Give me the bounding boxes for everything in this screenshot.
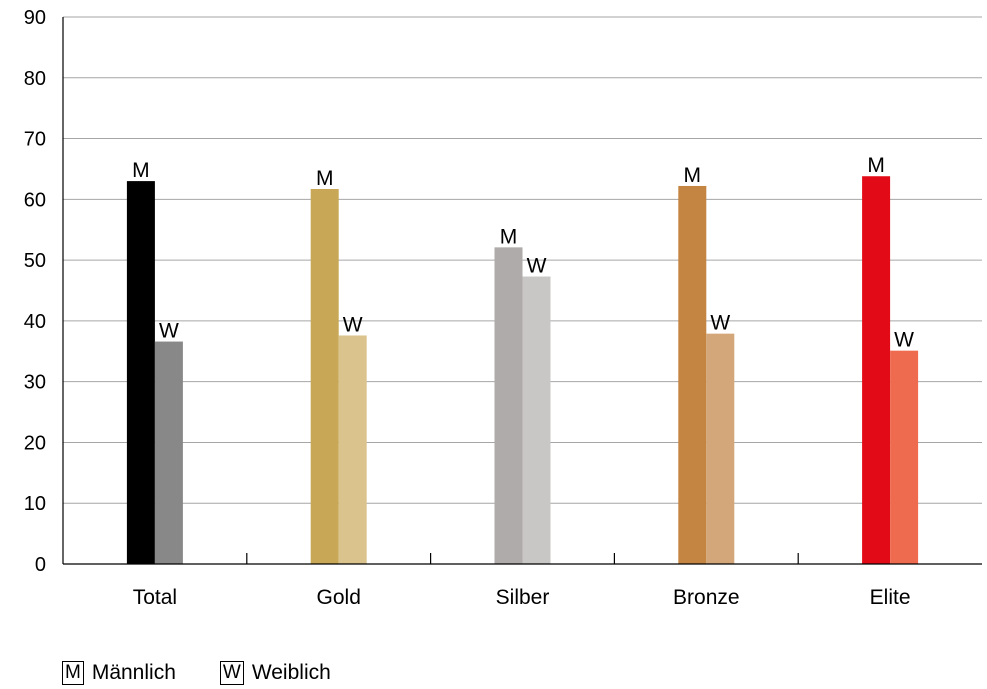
- category-label-total: Total: [133, 586, 177, 609]
- bar-label-elite-m: M: [867, 154, 885, 177]
- legend-key-m: M: [62, 661, 84, 685]
- bar-label-total-w: W: [159, 320, 179, 343]
- bar-label-gold-w: W: [343, 313, 363, 336]
- y-tick-label-60: 60: [24, 189, 46, 211]
- bar-elite-w: [890, 350, 919, 564]
- category-label-bronze: Bronze: [673, 586, 740, 609]
- x-axis-ticks: [246, 553, 799, 564]
- bar-silber-m: [494, 247, 523, 564]
- bar-silber-w: [522, 276, 551, 564]
- y-tick-label-10: 10: [24, 493, 46, 515]
- legend: M Männlich W Weiblich: [62, 658, 375, 688]
- y-tick-label-90: 90: [24, 7, 46, 29]
- bar-label-silber-w: W: [527, 255, 547, 278]
- bar-label-gold-m: M: [316, 167, 334, 190]
- y-tick-label-80: 80: [24, 68, 46, 90]
- category-label-silber: Silber: [496, 586, 550, 609]
- bar-bronze-w: [706, 333, 735, 564]
- category-label-gold: Gold: [317, 586, 361, 609]
- bar-label-bronze-w: W: [710, 312, 730, 335]
- bar-gold-w: [338, 335, 367, 564]
- legend-label-weiblich: Weiblich: [251, 661, 331, 684]
- bar-bronze-m: [678, 185, 707, 564]
- bar-label-bronze-m: M: [684, 164, 702, 187]
- y-tick-label-30: 30: [24, 372, 46, 394]
- bar-gold-m: [310, 189, 339, 565]
- y-tick-label-50: 50: [24, 250, 46, 272]
- legend-label-maennlich: Männlich: [91, 661, 176, 684]
- bar-elite-m: [862, 176, 891, 564]
- y-tick-label-40: 40: [24, 311, 46, 333]
- y-tick-label-0: 0: [35, 554, 46, 576]
- bar-label-elite-w: W: [894, 329, 914, 352]
- bar-label-silber-m: M: [500, 225, 518, 248]
- legend-item-weiblich: W Weiblich: [219, 661, 331, 685]
- y-axis-ticks: 0 10 20 30 40 50 60 70 80 90: [24, 7, 46, 576]
- y-tick-label-70: 70: [24, 129, 46, 151]
- legend-key-w: W: [219, 661, 244, 685]
- category-labels: Total Gold Silber Bronze Elite: [133, 586, 911, 609]
- bar-label-total-m: M: [132, 159, 150, 182]
- bar-total-w: [154, 341, 183, 564]
- category-label-elite: Elite: [870, 586, 911, 609]
- bars: [126, 176, 919, 565]
- bar-total-m: [126, 181, 155, 564]
- legend-item-maennlich: M Männlich: [62, 661, 176, 685]
- y-tick-label-20: 20: [24, 432, 46, 454]
